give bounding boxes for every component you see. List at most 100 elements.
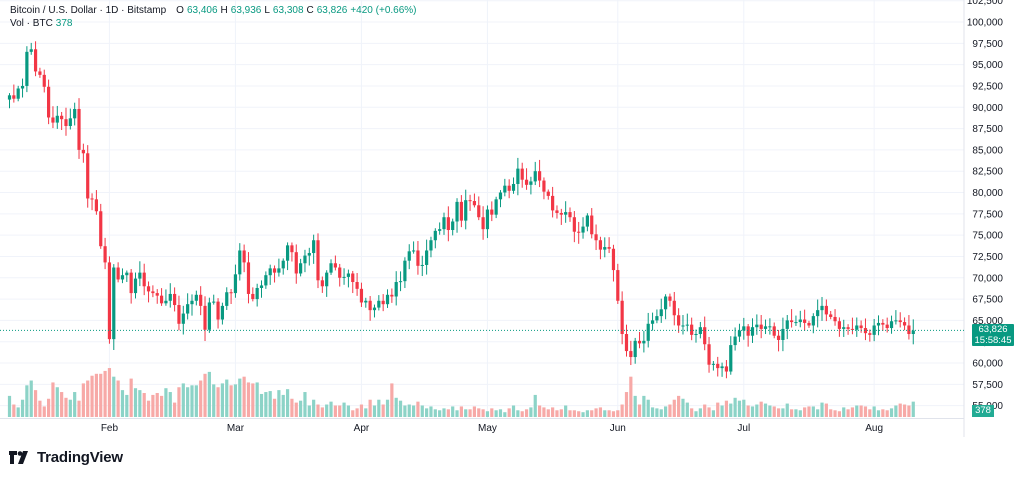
- candle-body: [907, 325, 911, 335]
- candle-body: [650, 320, 655, 324]
- volume-bar: [307, 405, 311, 417]
- candle-body: [394, 282, 398, 297]
- volume-bar: [759, 401, 763, 417]
- chart-grid: [0, 0, 964, 418]
- symbol-title[interactable]: Bitcoin / U.S. Dollar · 1D · Bitstamp: [10, 5, 167, 16]
- volume-bar: [451, 406, 455, 417]
- candle-body: [281, 260, 285, 269]
- volume-bar: [12, 404, 16, 417]
- candle-body: [729, 345, 733, 372]
- candle-body: [207, 302, 211, 330]
- volume-bar: [516, 410, 520, 417]
- candle-body: [173, 293, 177, 306]
- volume-bar: [411, 405, 416, 417]
- high-value: 63,936: [230, 5, 262, 16]
- volume-bar: [351, 410, 355, 417]
- volume-bar: [281, 394, 285, 417]
- candle-body: [894, 320, 898, 322]
- y-tick-label: 102,500: [967, 0, 1004, 7]
- candle-body: [129, 272, 133, 294]
- volume-bar: [898, 403, 902, 417]
- volume-bar: [742, 399, 746, 417]
- candle-body: [816, 310, 820, 317]
- volume-bar: [498, 409, 503, 417]
- volume-bar: [372, 405, 377, 417]
- candle-body: [889, 321, 894, 329]
- candle-body: [503, 185, 507, 193]
- low-value: 63,308: [272, 5, 304, 16]
- candle-body: [42, 74, 46, 87]
- candle-body: [220, 305, 225, 320]
- candle-body: [655, 316, 659, 321]
- candle-body: [572, 217, 576, 232]
- volume-bar: [303, 392, 307, 417]
- volume-bar: [494, 410, 498, 417]
- volume-bar: [542, 407, 546, 417]
- tradingview-logo[interactable]: TradingView: [9, 449, 123, 466]
- candle-body: [750, 327, 755, 336]
- volume-bar: [807, 406, 811, 417]
- candle-body: [742, 326, 746, 331]
- candle-body: [377, 300, 381, 308]
- candle-body: [868, 333, 872, 335]
- volume-bar: [438, 410, 442, 417]
- volume-bar: [690, 408, 694, 417]
- candle-body: [181, 313, 185, 324]
- volume-bar: [564, 405, 568, 417]
- volume-bar: [607, 410, 611, 417]
- volume-bar: [863, 406, 868, 417]
- candle-body: [116, 267, 120, 280]
- volume-bar: [803, 407, 807, 417]
- volume-bar: [190, 385, 194, 417]
- volume-bar: [624, 392, 629, 417]
- candle-body: [159, 295, 164, 304]
- volume-bar: [216, 387, 220, 417]
- volume-bar: [598, 407, 603, 417]
- candle-body: [498, 192, 503, 200]
- volume-bar: [381, 404, 385, 417]
- volume-bar: [133, 388, 138, 417]
- volume-bar: [537, 405, 542, 417]
- x-tick-label: Mar: [227, 423, 245, 434]
- candle-body: [451, 221, 455, 231]
- candle-body: [803, 319, 807, 323]
- volume-bar: [86, 380, 90, 417]
- candle-body: [411, 250, 416, 252]
- candle-body: [859, 325, 863, 329]
- volume-bar: [220, 383, 225, 417]
- volume-bar: [425, 408, 429, 417]
- volume-bar: [889, 408, 894, 417]
- volume-label[interactable]: Vol · BTC: [10, 18, 53, 29]
- volume-bar: [455, 410, 459, 417]
- volume-value: 378: [55, 18, 73, 29]
- candle-body: [677, 315, 681, 326]
- candle-body: [824, 305, 828, 315]
- candle-body: [203, 305, 207, 330]
- volume-bar: [186, 387, 190, 417]
- candle-body: [60, 115, 64, 120]
- candle-body: [490, 209, 494, 215]
- volume-bar: [507, 408, 511, 417]
- candle-body: [329, 263, 333, 273]
- volume-bar: [672, 399, 676, 417]
- volume-bar: [146, 400, 151, 417]
- candle-body: [99, 211, 103, 247]
- candle-body: [255, 287, 259, 300]
- volume-bar: [316, 404, 320, 417]
- candle-body: [598, 240, 603, 250]
- candle-body: [842, 327, 846, 329]
- candle-body: [168, 293, 172, 301]
- candle-body: [51, 117, 55, 123]
- volume-bar: [90, 375, 94, 417]
- volume-bar: [551, 407, 555, 417]
- candle-body: [646, 323, 650, 341]
- candle-body: [776, 335, 781, 340]
- volume-bar: [47, 398, 51, 417]
- candle-body: [64, 119, 68, 127]
- volume-bar: [798, 410, 802, 417]
- volume-bar: [790, 409, 794, 417]
- candle-body: [264, 275, 268, 286]
- volume-bar: [285, 389, 290, 417]
- volume-bar: [911, 401, 915, 417]
